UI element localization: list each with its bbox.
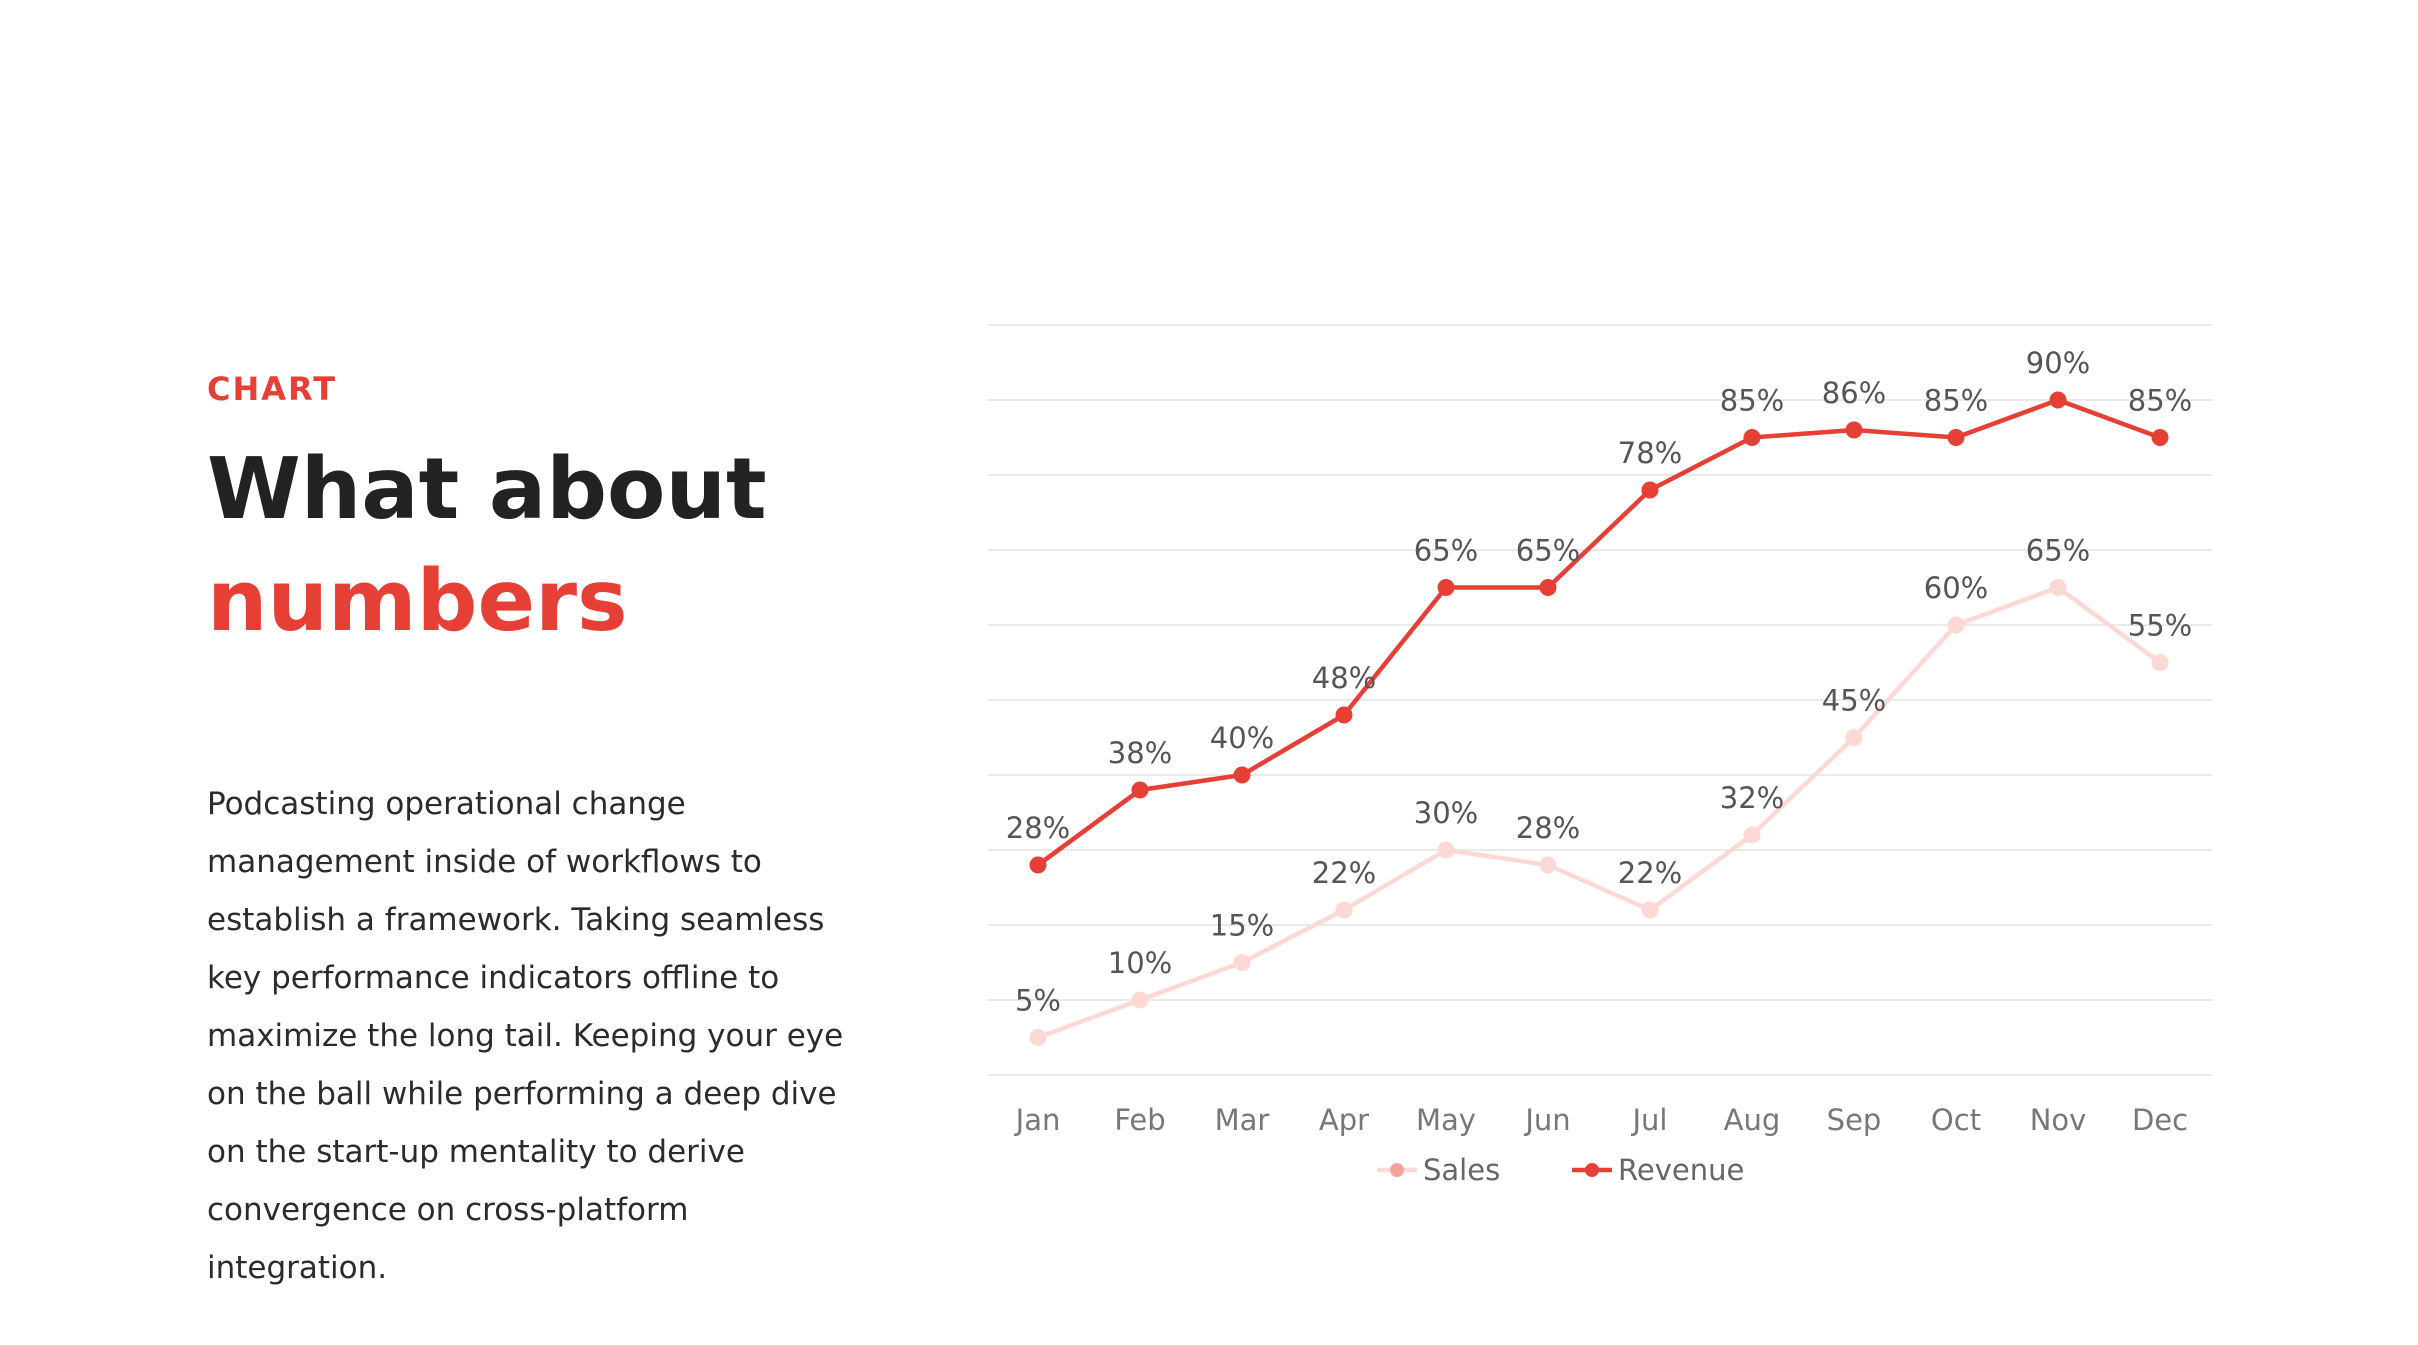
x-tick-label: Aug [1724, 1103, 1781, 1137]
revenue-point [1539, 579, 1557, 596]
revenue-data-label: 85% [1720, 384, 1784, 418]
sales-point [1539, 856, 1557, 874]
text-panel: CHART What about numbers Podcasting oper… [207, 368, 867, 1297]
revenue-point [1947, 429, 1965, 446]
sales-data-label: 45% [1822, 684, 1886, 718]
gridlines [988, 324, 2212, 1076]
x-tick-label: Dec [2132, 1103, 2188, 1137]
sales-point [2049, 579, 2067, 596]
sales-data-label: 65% [2026, 534, 2090, 568]
revenue-point [2151, 429, 2169, 446]
revenue-point [1437, 579, 1455, 596]
revenue-point [1845, 421, 1863, 439]
revenue-point [1029, 856, 1047, 874]
revenue-data-label: 90% [2026, 346, 2090, 380]
sales-data-label: 22% [1618, 856, 1682, 890]
chart-svg: 5% 10% 15% 22% 30% 28% 22% 32% 45% 60% 65% 55% 28% 38… [988, 324, 2212, 1187]
revenue-data-label: 85% [1924, 384, 1988, 418]
sales-point [1233, 954, 1251, 971]
sales-data-label: 30% [1414, 796, 1478, 830]
revenue-point [2049, 391, 2067, 409]
revenue-series-line [1035, 397, 2163, 868]
sales-data-label: 32% [1720, 781, 1784, 815]
revenue-point [1233, 766, 1251, 784]
revenue-data-label: 85% [2128, 384, 2192, 418]
sales-data-label: 15% [1210, 909, 1274, 943]
legend-item-revenue: Revenue [1572, 1153, 1744, 1187]
sales-data-label: 5% [1015, 984, 1061, 1018]
sales-point [1743, 826, 1761, 844]
sales-point [1845, 729, 1863, 746]
sales-point [1947, 616, 1965, 634]
x-tick-label: Apr [1319, 1103, 1369, 1137]
revenue-data-label: 48% [1312, 661, 1376, 695]
sales-point [1641, 901, 1659, 919]
x-tick-label: Sep [1827, 1103, 1882, 1137]
revenue-data-label: 40% [1210, 721, 1274, 755]
x-tick-label: Feb [1114, 1103, 1165, 1137]
series-lines [1029, 391, 2169, 1046]
legend-label: Revenue [1618, 1153, 1744, 1187]
sales-data-label: 22% [1312, 856, 1376, 890]
eyebrow-label: CHART [207, 370, 338, 408]
x-axis: Jan Feb Mar Apr May Jun Jul Aug Sep Oct Nov Dec [1014, 1103, 2188, 1137]
sales-data-label: 28% [1516, 811, 1580, 845]
revenue-data-label: 78% [1618, 436, 1682, 470]
sales-data-label: 60% [1924, 571, 1988, 605]
x-tick-label: Mar [1215, 1103, 1270, 1137]
sales-point [1335, 901, 1353, 919]
title-line-1: What about [207, 440, 767, 539]
revenue-point [1335, 706, 1353, 724]
revenue-data-label: 28% [1006, 811, 1070, 845]
x-tick-label: Jan [1014, 1103, 1061, 1137]
sales-point [2151, 654, 2169, 671]
sales-point [1029, 1029, 1047, 1046]
data-labels: 5% 10% 15% 22% 30% 28% 22% 32% 45% 60% 65% 55% 28% 38… [1006, 346, 2192, 1018]
legend-label: Sales [1423, 1153, 1500, 1187]
revenue-data-label: 38% [1108, 736, 1172, 770]
legend-item-sales: Sales [1377, 1153, 1500, 1187]
revenue-data-label: 65% [1414, 534, 1478, 568]
legend-swatch-marker [1585, 1163, 1599, 1177]
revenue-point [1743, 429, 1761, 446]
sales-data-label: 55% [2128, 609, 2192, 643]
x-tick-label: Jul [1631, 1103, 1668, 1137]
revenue-point [1641, 481, 1659, 499]
legend: Sales Revenue [1377, 1153, 1744, 1187]
sales-data-label: 10% [1108, 946, 1172, 980]
x-tick-label: Jun [1523, 1103, 1570, 1137]
title-line-2-accent: numbers [207, 552, 628, 651]
sales-series-line [1035, 585, 2163, 1040]
line-chart: 5% 10% 15% 22% 30% 28% 22% 32% 45% 60% 65% 55% 28% 38… [980, 300, 2220, 1220]
page-title: What about numbers [207, 434, 867, 658]
x-tick-label: Oct [1931, 1103, 1981, 1137]
revenue-data-label: 86% [1822, 376, 1886, 410]
legend-swatch-marker [1390, 1163, 1404, 1177]
sales-point [1437, 841, 1455, 859]
sales-point [1131, 991, 1149, 1009]
x-tick-label: May [1416, 1103, 1476, 1137]
revenue-point [1131, 781, 1149, 799]
x-tick-label: Nov [2030, 1103, 2087, 1137]
revenue-data-label: 65% [1516, 534, 1580, 568]
body-paragraph: Podcasting operational change management… [207, 786, 844, 1286]
